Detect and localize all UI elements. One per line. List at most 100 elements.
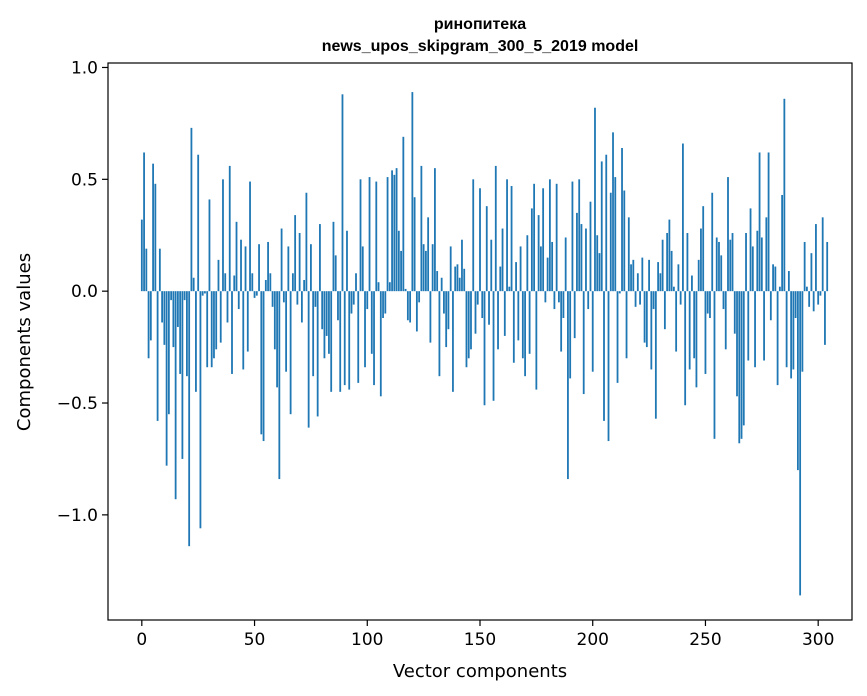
bar-268	[745, 233, 747, 292]
bar-202	[596, 235, 599, 292]
bar-112	[393, 174, 396, 292]
bar-75	[310, 244, 312, 292]
bar-141	[458, 277, 461, 292]
bar-263	[733, 291, 736, 334]
bar-69	[296, 291, 299, 305]
bar-12	[167, 291, 170, 415]
bar-110	[388, 282, 391, 292]
bar-296	[808, 291, 811, 307]
bar-95	[355, 273, 357, 292]
bar-90	[343, 291, 346, 386]
bar-258	[722, 291, 725, 310]
bar-193	[576, 212, 578, 292]
bar-71	[300, 291, 303, 323]
bar-150	[479, 188, 481, 292]
bar-233	[666, 233, 669, 292]
bar-153	[485, 206, 488, 292]
bar-220	[636, 273, 639, 292]
bar-64	[285, 291, 288, 372]
bar-38	[226, 291, 229, 323]
bar-244	[691, 275, 693, 292]
bar-143	[463, 268, 466, 292]
bar-256	[718, 241, 720, 292]
bar-214	[623, 190, 626, 292]
bar-241	[684, 291, 687, 406]
bar-176	[537, 215, 540, 292]
bar-25	[197, 154, 200, 292]
bar-175	[535, 291, 538, 390]
chart-subtitle: news_upos_skipgram_300_5_2019 model	[322, 38, 639, 55]
bar-276	[763, 291, 765, 361]
y-tick-label: −1.0	[57, 506, 98, 526]
bar-103	[373, 291, 375, 386]
bar-7	[156, 291, 159, 421]
bar-34	[217, 259, 220, 292]
bar-117	[404, 288, 407, 292]
bar-79	[319, 224, 321, 292]
bar-61	[278, 291, 281, 480]
bar-211	[616, 291, 619, 383]
y-axis-label: Components values	[14, 253, 35, 431]
bar-142	[461, 239, 463, 292]
bar-114	[397, 230, 400, 292]
bar-144	[465, 291, 468, 368]
bar-217	[630, 264, 632, 292]
bar-216	[627, 217, 630, 292]
bar-154	[488, 291, 490, 325]
bar-236	[672, 286, 675, 292]
bar-128	[429, 291, 432, 343]
bar-277	[765, 217, 768, 292]
bar-215	[625, 291, 628, 359]
bar-213	[621, 148, 623, 292]
bar-26	[199, 291, 202, 529]
bar-48	[249, 181, 251, 292]
bar-291	[796, 291, 799, 471]
bar-267	[742, 291, 745, 426]
bar-53	[260, 291, 263, 435]
bar-131	[436, 271, 439, 292]
bar-205	[603, 291, 605, 421]
bar-6	[154, 183, 157, 292]
bar-113	[395, 168, 398, 292]
bar-133	[440, 277, 443, 292]
bar-208	[609, 192, 612, 292]
bar-99	[364, 291, 366, 368]
bar-132	[438, 291, 441, 377]
bar-224	[645, 291, 648, 348]
bar-107	[382, 291, 384, 319]
bar-120	[411, 92, 414, 292]
bar-186	[560, 291, 563, 352]
bar-82	[325, 291, 328, 336]
bar-127	[427, 217, 430, 292]
bars-group	[140, 92, 829, 596]
bar-30	[208, 199, 211, 292]
bar-299	[815, 224, 817, 292]
bar-134	[443, 291, 445, 314]
bar-147	[472, 179, 475, 292]
bar-52	[258, 244, 260, 292]
bar-9	[161, 291, 164, 323]
bar-190	[569, 291, 572, 379]
bar-129	[431, 244, 434, 292]
bar-102	[370, 291, 373, 354]
bar-292	[799, 291, 802, 596]
bar-165	[512, 291, 515, 363]
bar-2	[145, 248, 148, 292]
bar-254	[713, 291, 716, 439]
bar-179	[544, 291, 547, 303]
bar-160	[501, 228, 504, 292]
chart-title: ринопитека	[434, 16, 526, 33]
y-tick-label: −0.5	[57, 394, 98, 414]
x-tick-label: 50	[244, 630, 266, 650]
x-axis-label: Vector components	[393, 661, 567, 682]
bar-46	[244, 246, 247, 292]
bar-65	[287, 246, 290, 292]
bar-16	[176, 291, 179, 327]
bar-3	[147, 291, 150, 359]
bar-286	[785, 291, 788, 368]
bar-101	[368, 177, 371, 292]
bar-246	[695, 291, 698, 388]
bar-93	[350, 291, 353, 314]
bar-169	[521, 291, 524, 359]
y-axis-ticks: −1.0 −0.5 0.0 0.5 1.0	[57, 58, 108, 526]
